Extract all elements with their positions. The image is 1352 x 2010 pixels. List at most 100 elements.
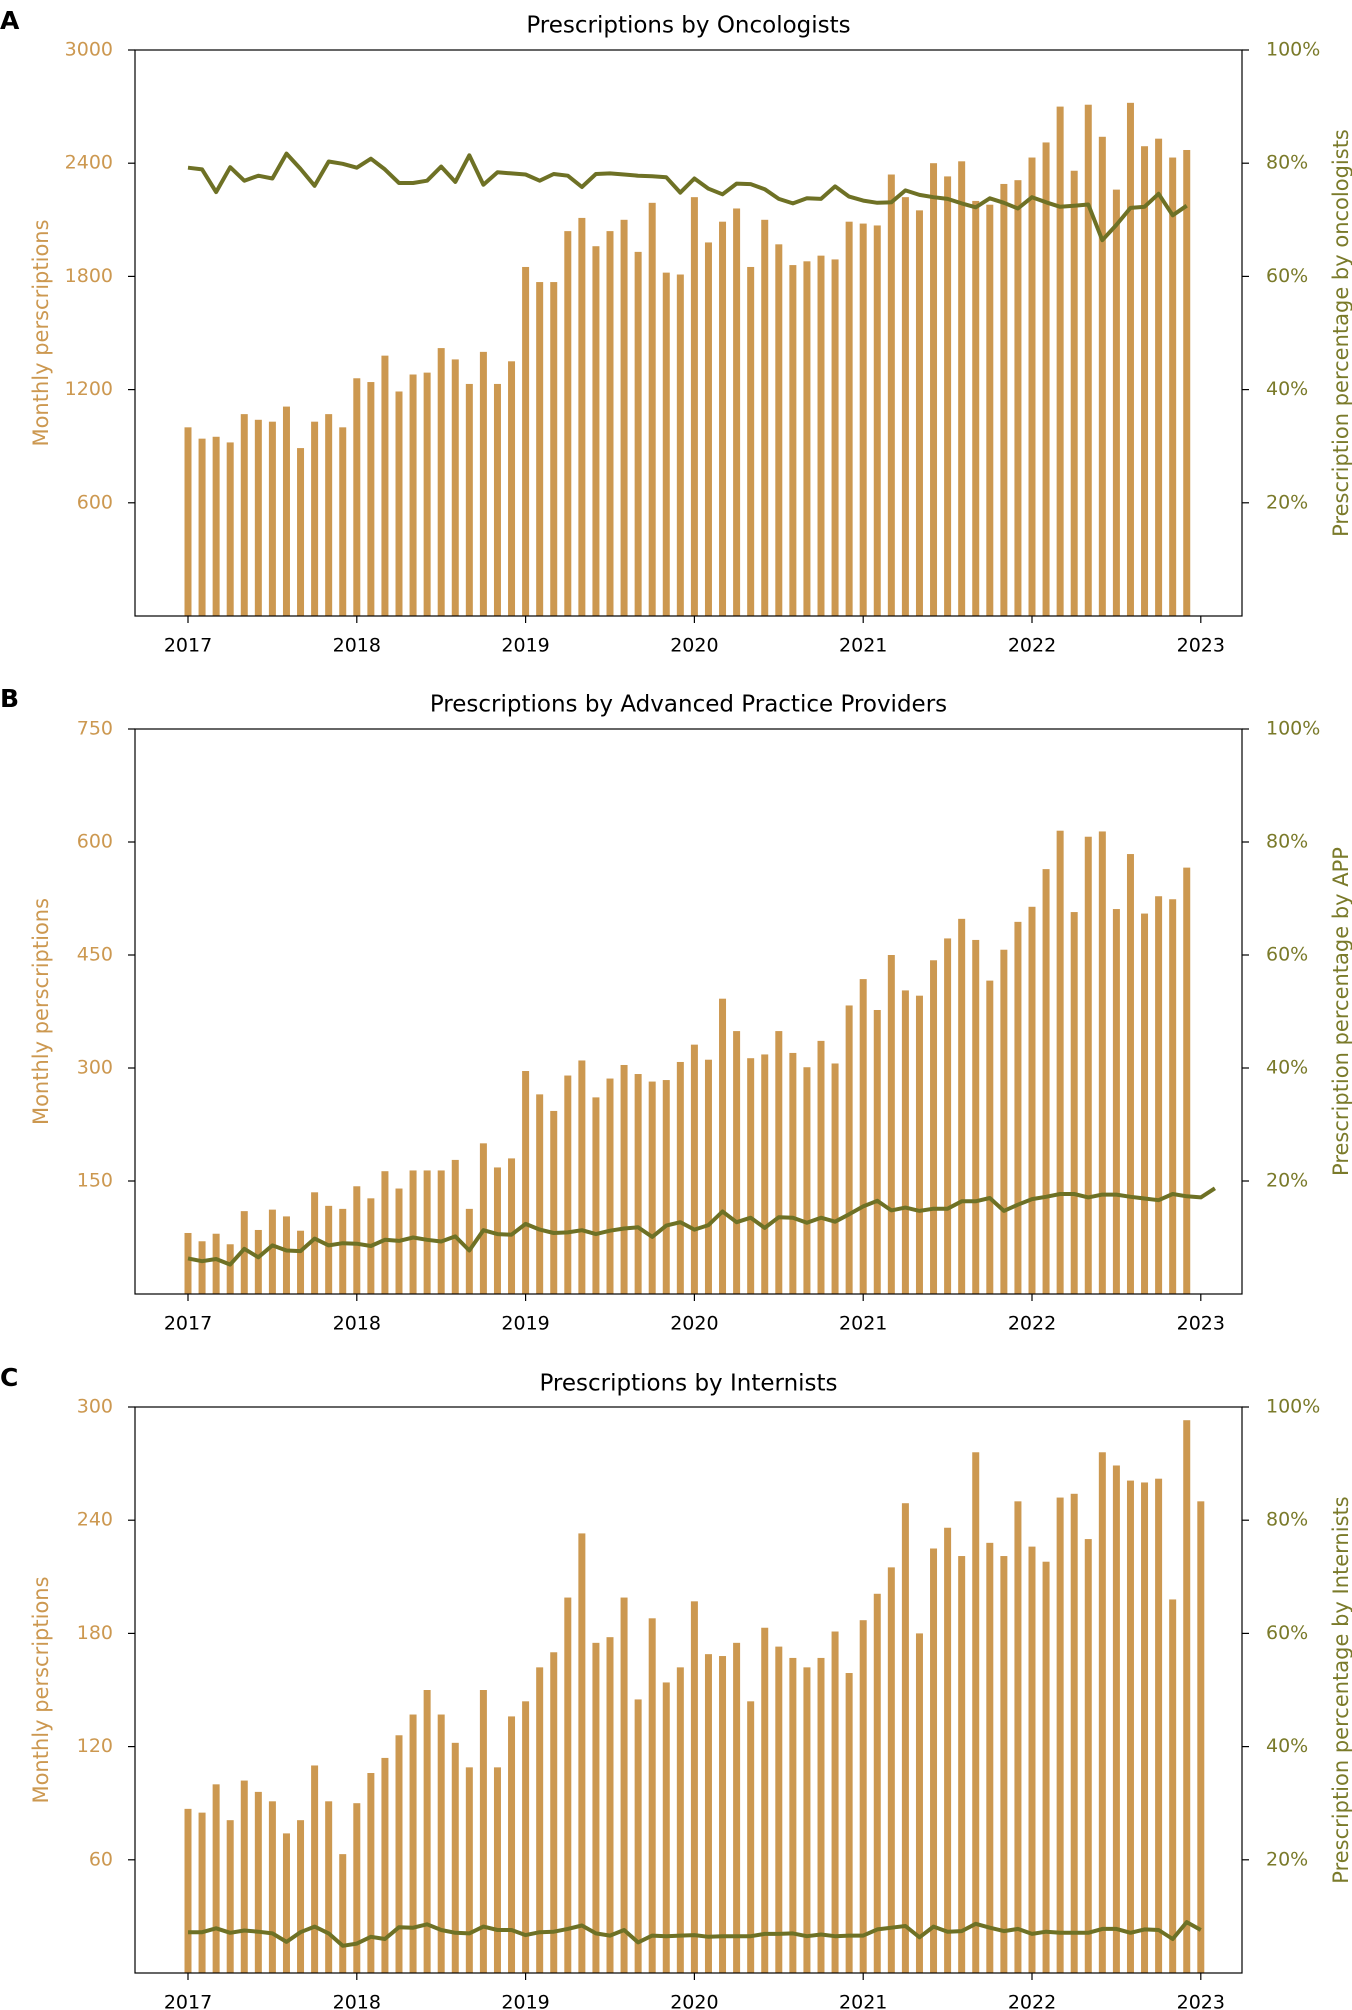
bar — [282, 406, 290, 616]
chart-panel-b: B Prescriptions by Advanced Practice Prov… — [0, 684, 1352, 1335]
bar — [479, 1143, 487, 1294]
bar — [887, 1567, 895, 1973]
bar — [789, 265, 797, 616]
y2-tick-label: 80% — [1266, 1509, 1308, 1531]
bar — [1056, 830, 1064, 1294]
bar — [1126, 1480, 1134, 1973]
bar — [297, 1820, 305, 1973]
bar — [944, 938, 952, 1294]
bar — [606, 1078, 614, 1294]
bar — [1000, 949, 1008, 1294]
bar — [1098, 1452, 1106, 1973]
bar — [479, 1690, 487, 1973]
bar — [282, 1216, 290, 1294]
bar — [1056, 1497, 1064, 1973]
bar — [606, 231, 614, 616]
bar — [1098, 831, 1106, 1294]
bar — [311, 1192, 319, 1294]
y2-tick-label: 40% — [1266, 1057, 1308, 1079]
bar — [325, 1205, 333, 1294]
bar — [451, 1742, 459, 1973]
bar — [1126, 102, 1134, 617]
bar — [719, 221, 727, 617]
bar — [311, 1765, 319, 1973]
x-tick-label: 2017 — [164, 1313, 212, 1335]
plot-frame — [134, 1406, 1243, 1974]
x-tick-label: 2018 — [333, 1313, 381, 1335]
bar — [1169, 157, 1177, 617]
bar — [690, 1601, 698, 1973]
bar — [353, 378, 361, 616]
bar — [311, 421, 319, 616]
bar — [972, 200, 980, 616]
y2-tick-label: 100% — [1266, 1396, 1320, 1418]
bar — [817, 1040, 825, 1294]
chart-title: Prescriptions by Advanced Practice Provi… — [430, 692, 947, 718]
bar — [817, 255, 825, 616]
y-tick-label: 240 — [77, 1509, 113, 1531]
bar — [282, 1833, 290, 1973]
bar — [1183, 149, 1191, 616]
x-tick-label: 2017 — [164, 635, 212, 657]
bar — [873, 1009, 881, 1294]
bar — [972, 1452, 980, 1973]
bar — [1014, 1501, 1022, 1973]
bar — [1000, 1556, 1008, 1973]
bar — [775, 1646, 783, 1973]
bar — [817, 1657, 825, 1973]
bar — [1183, 867, 1191, 1294]
bar — [733, 1642, 741, 1973]
bar — [381, 1171, 389, 1294]
bar — [944, 176, 952, 616]
bar — [704, 1654, 712, 1973]
bar — [930, 163, 938, 616]
bar — [184, 1808, 192, 1973]
bar — [1042, 869, 1050, 1294]
bar — [915, 995, 923, 1294]
bar — [620, 1597, 628, 1973]
bar — [803, 261, 811, 616]
bar — [339, 1208, 347, 1294]
y2-axis-label: Prescription percentage by APP — [1329, 847, 1352, 1176]
bar — [536, 1667, 544, 1973]
bar — [634, 1074, 642, 1294]
bar — [226, 1244, 234, 1294]
bar — [1070, 1493, 1078, 1973]
bar — [1014, 180, 1022, 616]
bar — [901, 1503, 909, 1973]
bar — [184, 427, 192, 616]
bar — [339, 1854, 347, 1973]
bar — [423, 1170, 431, 1294]
bar — [958, 161, 966, 616]
plot-frame — [134, 728, 1243, 1295]
bar — [212, 1233, 220, 1294]
bar — [634, 1699, 642, 1973]
x-tick-label: 2018 — [333, 1992, 381, 2010]
bar — [1112, 909, 1120, 1294]
bar — [901, 197, 909, 616]
bar — [240, 1780, 248, 1973]
y2-tick-label: 100% — [1266, 39, 1320, 61]
bar — [409, 374, 417, 616]
y-axis-label: Monthly perscriptions — [29, 898, 53, 1125]
bar — [1183, 1420, 1191, 1973]
bar — [367, 382, 375, 616]
bar — [1000, 183, 1008, 616]
bar — [564, 231, 572, 616]
bar — [1070, 912, 1078, 1294]
bar — [1141, 913, 1149, 1294]
bar — [493, 383, 501, 616]
bar — [789, 1657, 797, 1973]
bar — [254, 1229, 262, 1294]
bar — [564, 1597, 572, 1973]
bar — [747, 1701, 755, 1973]
x-tick-label: 2022 — [1008, 635, 1056, 657]
bar — [648, 1081, 656, 1294]
bar — [1070, 170, 1078, 616]
bar — [958, 1556, 966, 1973]
bar — [747, 1058, 755, 1294]
bar — [1056, 106, 1064, 616]
bar — [423, 372, 431, 616]
x-tick-label: 2019 — [501, 1992, 549, 2010]
